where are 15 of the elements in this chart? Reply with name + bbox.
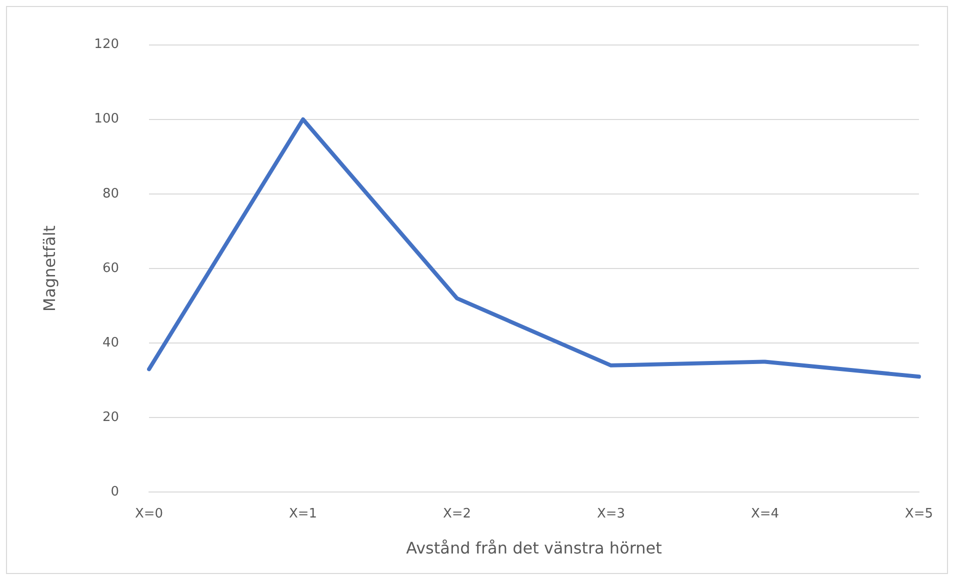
x-tick-label: X=0 — [134, 506, 164, 522]
y-tick-label: 100 — [94, 112, 120, 127]
y-tick-label: 0 — [110, 484, 120, 500]
x-tick-label: X=4 — [750, 506, 780, 522]
x-tick-label: X=2 — [442, 506, 472, 522]
y-tick-label: 120 — [94, 37, 120, 52]
x-tick-label: X=5 — [904, 506, 934, 522]
x-tick-label: X=1 — [288, 506, 318, 522]
y-axis-title: Magnetfält — [40, 225, 59, 312]
y-tick-label: 40 — [102, 335, 120, 350]
y-tick-label: 60 — [102, 260, 120, 276]
y-tick-label: 80 — [102, 186, 120, 202]
y-tick-label: 20 — [102, 410, 120, 426]
x-tick-label: X=3 — [596, 506, 626, 522]
x-axis-title: Avstånd från det vänstra hörnet — [406, 538, 662, 558]
